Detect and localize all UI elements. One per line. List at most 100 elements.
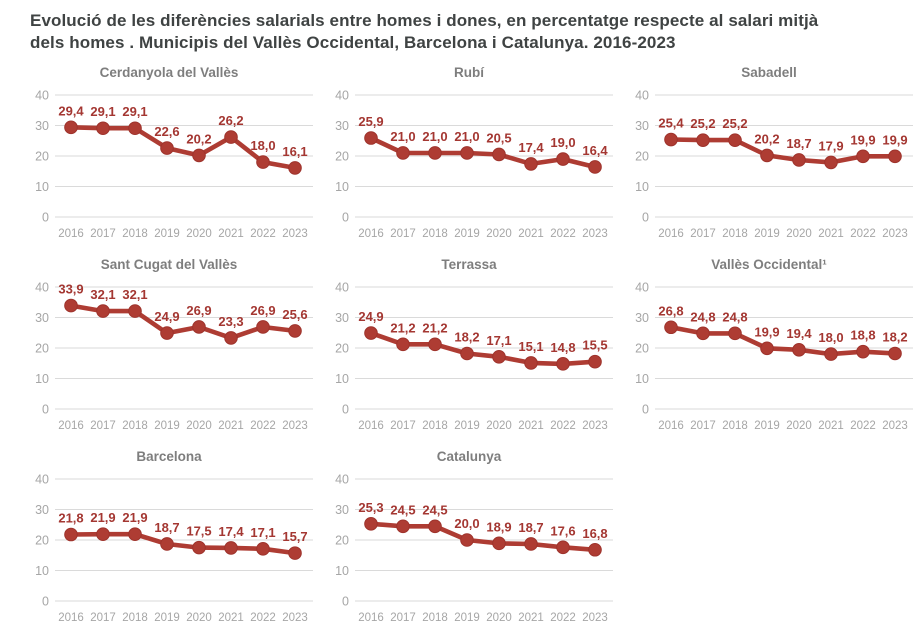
y-axis-tick-label: 30 <box>35 119 49 133</box>
y-axis-tick-label: 10 <box>35 564 49 578</box>
y-axis-tick-label: 10 <box>635 372 649 386</box>
data-point-marker <box>96 527 110 541</box>
data-point-label: 16,1 <box>282 144 307 159</box>
x-axis-tick-label: 2020 <box>186 228 212 240</box>
data-point-label: 25,4 <box>658 115 684 130</box>
y-axis-tick-label: 20 <box>35 533 49 547</box>
x-axis-tick-label: 2019 <box>154 420 180 432</box>
chart-title: Sabadell <box>741 65 797 80</box>
data-point-label: 21,9 <box>90 510 115 525</box>
data-point-marker <box>888 346 902 361</box>
x-axis-tick-label: 2018 <box>422 420 448 432</box>
data-point-label: 26,8 <box>658 303 683 318</box>
data-point-label: 29,1 <box>90 104 115 119</box>
x-axis-tick-label: 2017 <box>90 420 116 432</box>
data-point-marker <box>460 533 474 547</box>
y-axis-tick-label: 30 <box>35 503 49 517</box>
data-point-label: 14,8 <box>550 340 575 355</box>
chart-rubi: Rubí 0 10 20 30 40 2016 2017 2018 2019 2020 2021 202… <box>317 61 617 251</box>
data-point-label: 21,2 <box>422 320 447 335</box>
data-point-marker <box>96 304 110 318</box>
x-axis-tick-label: 2017 <box>90 228 116 240</box>
chart-canvas: Catalunya 0 10 20 30 40 2016 2017 2018 2019 2020 20… <box>335 449 613 624</box>
chart-title: Cerdanyola del Vallès <box>100 65 239 80</box>
data-point-marker <box>428 519 442 533</box>
data-point-marker <box>364 326 378 340</box>
data-point-marker <box>128 304 142 318</box>
data-point-marker <box>492 536 506 551</box>
x-axis-tick-label: 2021 <box>518 420 544 432</box>
charts-grid: Cerdanyola del Vallès 0 10 20 30 40 2016 2017 20… <box>17 61 916 637</box>
data-point-marker <box>64 120 78 135</box>
data-point-marker <box>396 519 410 533</box>
x-axis-tick-label: 2021 <box>218 228 244 240</box>
y-axis-tick-label: 10 <box>635 180 649 194</box>
data-point-marker <box>492 349 506 364</box>
data-point-label: 32,1 <box>90 287 115 302</box>
data-point-marker <box>364 131 378 145</box>
data-point-label: 24,8 <box>722 309 747 324</box>
data-point-label: 32,1 <box>122 287 147 302</box>
data-point-label: 18,7 <box>518 520 543 535</box>
data-point-label: 17,5 <box>186 524 211 539</box>
x-axis-tick-label: 2023 <box>282 228 308 240</box>
data-point-label: 20,5 <box>486 130 511 145</box>
page-title: Evolució de les diferències salarials en… <box>0 0 916 55</box>
x-axis-tick-label: 2019 <box>454 612 480 624</box>
data-point-label: 25,6 <box>282 307 307 322</box>
x-axis-tick-label: 2016 <box>658 420 684 432</box>
data-point-label: 29,4 <box>58 103 84 118</box>
y-axis-tick-label: 30 <box>335 119 349 133</box>
y-axis-tick-label: 0 <box>42 402 49 416</box>
x-axis-tick-label: 2019 <box>454 228 480 240</box>
x-axis-tick-label: 2023 <box>882 228 908 240</box>
chart-canvas: Barcelona 0 10 20 30 40 2016 2017 2018 2019 2020 20… <box>35 449 313 624</box>
x-axis-tick-label: 2020 <box>486 612 512 624</box>
x-axis-tick-label: 2017 <box>390 420 416 432</box>
chart-catalunya: Catalunya 0 10 20 30 40 2016 2017 2018 2019 2020 20… <box>317 445 617 635</box>
data-point-label: 21,0 <box>390 129 415 144</box>
y-axis-tick-label: 0 <box>642 210 649 224</box>
data-point-marker <box>460 146 474 160</box>
data-point-label: 19,9 <box>754 324 779 339</box>
data-point-marker <box>160 326 174 340</box>
data-point-marker <box>588 354 602 369</box>
x-axis-tick-label: 2018 <box>122 420 148 432</box>
data-point-label: 18,0 <box>250 138 275 153</box>
data-point-label: 18,7 <box>786 136 811 151</box>
data-point-label: 21,9 <box>122 510 147 525</box>
x-axis-tick-label: 2021 <box>518 228 544 240</box>
data-point-marker <box>792 342 806 357</box>
data-point-marker <box>192 540 206 555</box>
data-point-label: 20,2 <box>754 131 779 146</box>
chart-barcelona: Barcelona 0 10 20 30 40 2016 2017 2018 2019 2020 20… <box>17 445 317 635</box>
x-axis-tick-label: 2023 <box>282 612 308 624</box>
y-axis-tick-label: 0 <box>42 594 49 608</box>
y-axis-tick-label: 0 <box>342 210 349 224</box>
data-point-marker <box>288 546 302 560</box>
chart-sabadell: Sabadell 0 10 20 30 40 2016 2017 2018 2019 2020 202… <box>617 61 916 251</box>
data-point-marker <box>696 133 710 147</box>
data-point-marker <box>224 331 238 345</box>
x-axis-tick-label: 2018 <box>422 228 448 240</box>
x-axis-tick-label: 2019 <box>154 228 180 240</box>
data-point-marker <box>556 540 570 554</box>
x-axis-tick-label: 2016 <box>58 612 84 624</box>
data-point-marker <box>224 541 238 555</box>
x-axis-tick-label: 2022 <box>250 420 276 432</box>
data-point-label: 16,8 <box>582 526 607 541</box>
data-point-marker <box>256 541 270 556</box>
data-point-label: 18,7 <box>154 520 179 535</box>
data-point-marker <box>760 341 774 355</box>
chart-valles-occidental: Vallès Occidental¹ 0 10 20 30 40 2016 2017 2018 2… <box>617 253 916 443</box>
y-axis-tick-label: 10 <box>335 180 349 194</box>
y-axis-tick-label: 0 <box>342 402 349 416</box>
x-axis-tick-label: 2022 <box>850 420 876 432</box>
x-axis-tick-label: 2023 <box>582 612 608 624</box>
data-point-marker <box>696 326 710 341</box>
data-point-label: 17,1 <box>486 333 511 348</box>
chart-canvas: Cerdanyola del Vallès 0 10 20 30 40 2016 2017 20… <box>35 65 313 240</box>
y-axis-tick-label: 30 <box>635 119 649 133</box>
y-axis-tick-label: 30 <box>335 311 349 325</box>
x-axis-tick-label: 2016 <box>58 420 84 432</box>
